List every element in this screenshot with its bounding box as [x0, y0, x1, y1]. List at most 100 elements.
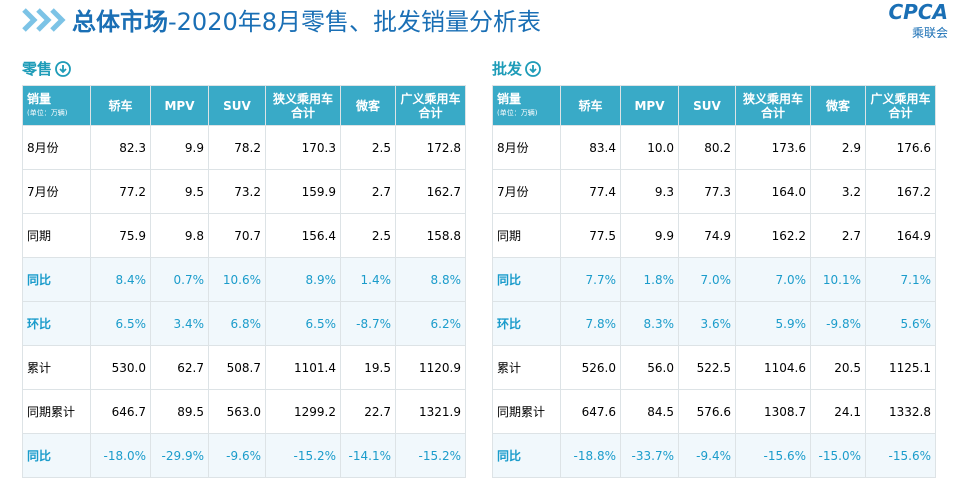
cell: 9.9	[620, 213, 679, 258]
cell: -15.6%	[865, 433, 936, 478]
cell: 3.6%	[678, 301, 736, 346]
cell: 162.2	[735, 213, 811, 258]
cell: 2.9	[810, 125, 866, 170]
cell: 176.6	[865, 125, 936, 170]
row-label: 累计	[22, 345, 91, 390]
cell: 75.9	[90, 213, 151, 258]
cell: 3.4%	[150, 301, 209, 346]
row-label: 同期	[22, 213, 91, 258]
title: 总体市场-2020年8月零售、批发销量分析表	[72, 2, 541, 37]
row-label: 同期累计	[492, 389, 561, 434]
header-cell: MPV	[150, 85, 209, 126]
row-label: 7月份	[22, 169, 91, 214]
cell: -8.7%	[340, 301, 396, 346]
header-row: 销量 (单位：万辆) 轿车 MPV SUV 狭义乘用车 合计 微客 广义乘用车 合计	[22, 85, 466, 126]
cell: 19.5	[340, 345, 396, 390]
row: 环比 6.5% 3.4% 6.8% 6.5% -8.7% 6.2%	[22, 301, 466, 346]
row: 同比 -18.8% -33.7% -9.4% -15.6% -15.0% -15.6%	[492, 433, 936, 478]
cell: 7.8%	[560, 301, 621, 346]
title-rest: -2020年8月零售、批发销量分析表	[168, 8, 542, 36]
cell: 56.0	[620, 345, 679, 390]
cell: 20.5	[810, 345, 866, 390]
cell: 6.5%	[90, 301, 151, 346]
header-text: 狭义乘用车	[272, 91, 333, 106]
header-text: 销量	[27, 91, 52, 106]
cell: 156.4	[265, 213, 341, 258]
cell: 3.2	[810, 169, 866, 214]
cell: 1125.1	[865, 345, 936, 390]
cell: 1120.9	[395, 345, 466, 390]
cell: 1104.6	[735, 345, 811, 390]
row: 7月份 77.2 9.5 73.2 159.9 2.7 162.7	[22, 169, 466, 214]
cell: -14.1%	[340, 433, 396, 478]
row-label: 累计	[492, 345, 561, 390]
row-label: 同比	[492, 433, 561, 478]
cell: 2.7	[810, 213, 866, 258]
cell: 526.0	[560, 345, 621, 390]
cell: 563.0	[208, 389, 266, 434]
header-cell: MPV	[620, 85, 679, 126]
row-label: 8月份	[22, 125, 91, 170]
cell: 73.2	[208, 169, 266, 214]
header-text: 狭义乘用车	[742, 91, 803, 106]
row-label: 同期	[492, 213, 561, 258]
header-text: 轿车	[578, 98, 603, 113]
cell: 9.3	[620, 169, 679, 214]
header-text: 广义乘用车	[400, 91, 461, 106]
cell: 22.7	[340, 389, 396, 434]
cell: 83.4	[560, 125, 621, 170]
cell: 576.6	[678, 389, 736, 434]
cell: 647.6	[560, 389, 621, 434]
row-label: 同比	[22, 257, 91, 302]
row-label: 同期累计	[22, 389, 91, 434]
header-text: 轿车	[108, 98, 133, 113]
cell: 77.4	[560, 169, 621, 214]
cell: 164.0	[735, 169, 811, 214]
cell: 1101.4	[265, 345, 341, 390]
logo-sub: 乘联会	[911, 26, 948, 40]
header-text: 微客	[825, 98, 850, 113]
header-cell: SUV	[678, 85, 736, 126]
cell: -18.0%	[90, 433, 151, 478]
cell: 5.9%	[735, 301, 811, 346]
title-bold: 总体市场	[72, 8, 168, 36]
header-cell: 销量 (单位：万辆)	[492, 85, 561, 126]
cell: 6.5%	[265, 301, 341, 346]
cell: -9.8%	[810, 301, 866, 346]
logo-text: CPCA	[888, 0, 949, 24]
header-cell: SUV	[208, 85, 266, 126]
row: 同比 -18.0% -29.9% -9.6% -15.2% -14.1% -15.2%	[22, 433, 466, 478]
cell: 1332.8	[865, 389, 936, 434]
cell: 77.2	[90, 169, 151, 214]
row-label: 7月份	[492, 169, 561, 214]
header-cell: 狭义乘用车 合计	[265, 85, 341, 126]
cell: -15.2%	[265, 433, 341, 478]
cell: 172.8	[395, 125, 466, 170]
cell: -33.7%	[620, 433, 679, 478]
cell: 2.5	[340, 125, 396, 170]
header-text: 合计	[888, 105, 913, 120]
cell: 0.7%	[150, 257, 209, 302]
cell: 9.8	[150, 213, 209, 258]
cell: 522.5	[678, 345, 736, 390]
header-cell: 狭义乘用车 合计	[735, 85, 811, 126]
down-icon	[525, 60, 541, 77]
cell: 7.0%	[678, 257, 736, 302]
row: 同期累计 647.6 84.5 576.6 1308.7 24.1 1332.8	[492, 389, 936, 434]
cell: 24.1	[810, 389, 866, 434]
header-text: 微客	[355, 98, 380, 113]
header-text: MPV	[634, 98, 665, 113]
cell: 84.5	[620, 389, 679, 434]
down-icon	[55, 60, 71, 77]
cell: 8.3%	[620, 301, 679, 346]
cell: -9.6%	[208, 433, 266, 478]
cell: 1299.2	[265, 389, 341, 434]
cell: 7.7%	[560, 257, 621, 302]
row: 累计 530.0 62.7 508.7 1101.4 19.5 1120.9	[22, 345, 466, 390]
row: 同期 75.9 9.8 70.7 156.4 2.5 158.8	[22, 213, 466, 258]
cell: 10.1%	[810, 257, 866, 302]
cell: 8.9%	[265, 257, 341, 302]
header-text: 合计	[290, 105, 315, 120]
header-cell: 广义乘用车 合计	[395, 85, 466, 126]
